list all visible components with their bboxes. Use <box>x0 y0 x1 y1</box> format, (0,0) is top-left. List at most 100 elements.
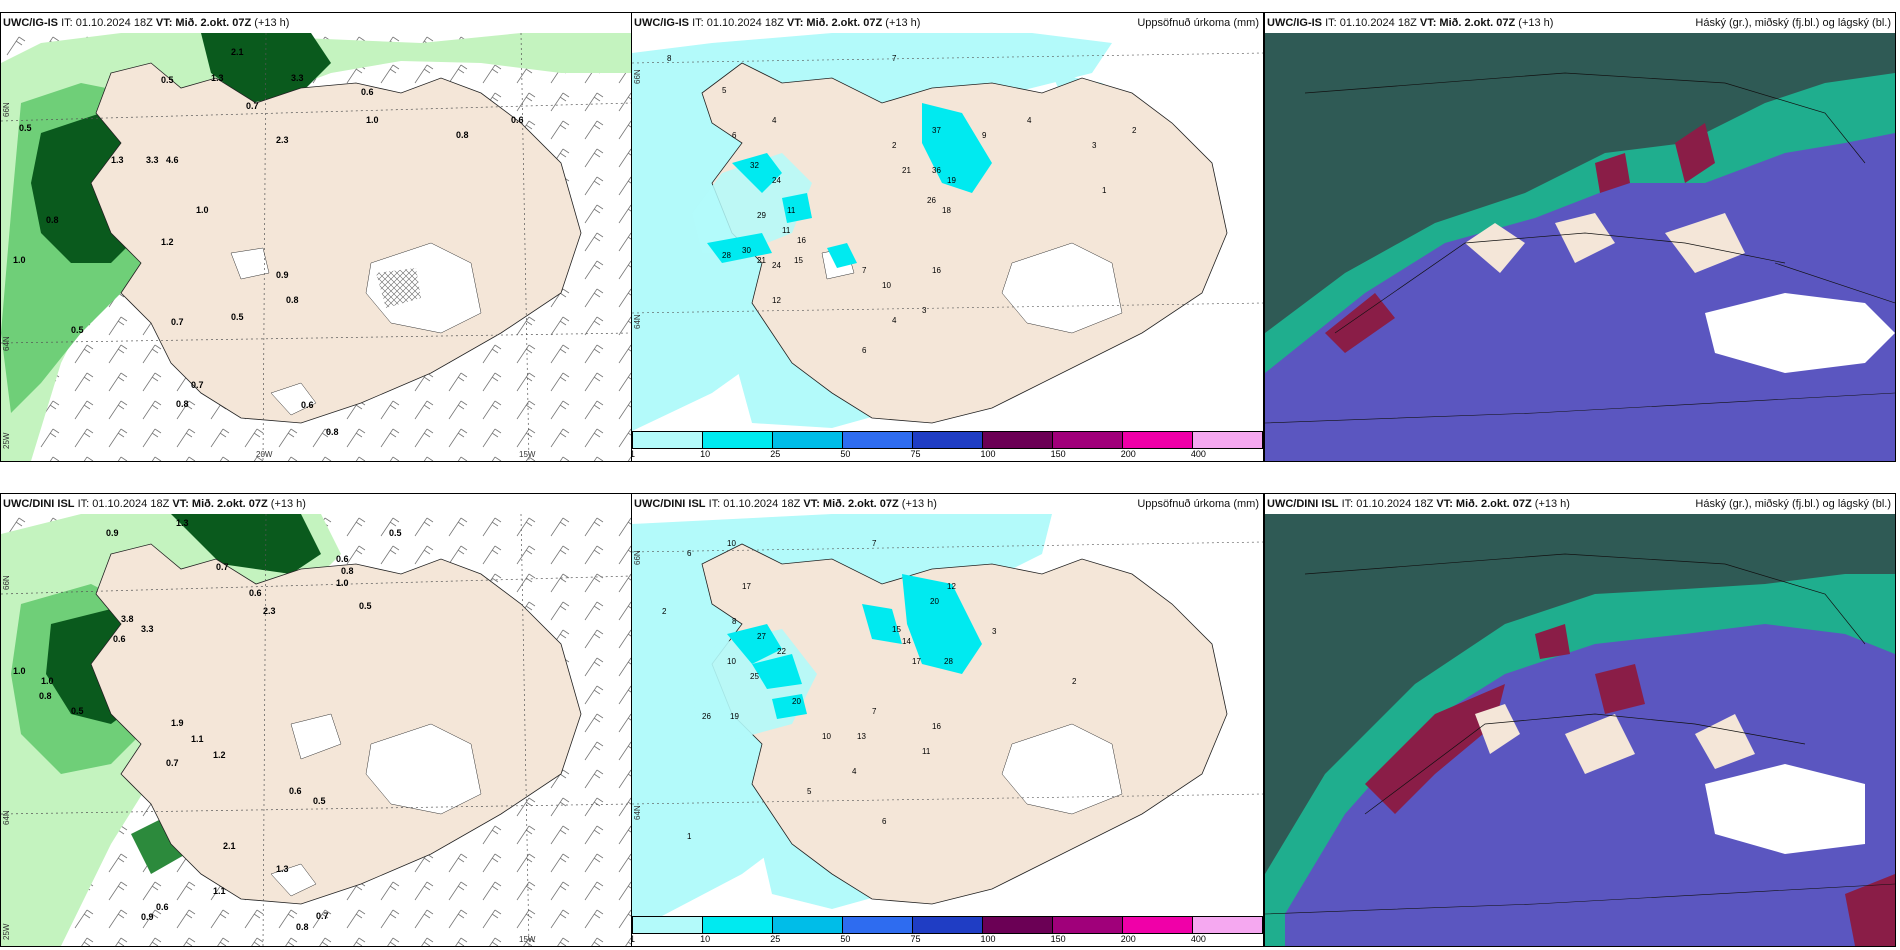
value-label: 1 <box>1102 186 1107 195</box>
value-label: 37 <box>932 126 941 135</box>
value-label: 2 <box>662 607 667 616</box>
value-label: 4 <box>852 767 857 776</box>
value-label: 0.9 <box>141 912 154 922</box>
legend-tick-label: 150 <box>1050 934 1066 944</box>
value-label: 0.7 <box>166 758 179 768</box>
value-label: 0.5 <box>71 706 84 716</box>
value-label: 1.0 <box>336 578 349 588</box>
panel-header: UWC/DINI ISL IT: 01.10.2024 18Z VT: Mið.… <box>1 494 631 514</box>
value-label: 1.0 <box>366 115 379 125</box>
value-label: 2.3 <box>276 135 289 145</box>
value-label: 2 <box>892 141 897 150</box>
value-label: 17 <box>912 657 921 666</box>
value-label: 14 <box>902 637 911 646</box>
legend-color-cell <box>1192 431 1263 449</box>
legend-tick-label: 10 <box>700 934 711 944</box>
value-label: 0.7 <box>316 911 329 921</box>
value-label: 2 <box>1132 126 1137 135</box>
value-label: 3 <box>1092 141 1097 150</box>
lat-label-64: 64N <box>633 805 642 820</box>
value-label: 3 <box>992 627 997 636</box>
value-label: 3.8 <box>121 614 134 624</box>
value-label: 0.9 <box>276 270 289 280</box>
value-label: 12 <box>947 582 956 591</box>
precip-map: 66N 64N 6 10 7 8 2 17 27 22 25 10 20 15 … <box>632 514 1263 916</box>
value-label: 6 <box>882 817 887 826</box>
map-area[interactable]: 66N 64N 8 7 5 4 11 16 6 32 24 29 11 30 2… <box>632 33 1263 431</box>
value-label: 2.1 <box>231 47 244 57</box>
value-label: 2 <box>1072 677 1077 686</box>
value-label: 1.3 <box>176 518 189 528</box>
value-label: 11 <box>922 747 931 756</box>
value-label: 1.2 <box>213 750 226 760</box>
value-label: 20 <box>930 597 939 606</box>
value-label: 28 <box>944 657 953 666</box>
legend-color-cell <box>912 431 982 449</box>
precip-color-legend: 1 10 25 50 75 100 150 200 400 <box>632 916 1263 946</box>
legend-color-cell <box>1052 431 1122 449</box>
field-title: Háský (gr.), miðský (fj.bl.) og lágský (… <box>1695 17 1891 29</box>
map-area[interactable]: 66N 64N 25W 15W 0.9 0.5 1.3 0.7 0.6 0.8 … <box>1 514 631 946</box>
field-title: Uppsöfnuð úrkoma (mm) <box>1137 17 1259 29</box>
value-label: 0.6 <box>361 87 374 97</box>
lat-label-66: 66N <box>2 575 11 590</box>
value-label: 16 <box>932 722 941 731</box>
value-label: 6 <box>862 346 867 355</box>
value-label: 0.8 <box>456 130 469 140</box>
legend-color-cell <box>702 916 772 934</box>
value-label: 1.1 <box>213 886 226 896</box>
map-area[interactable]: 66N 64N 25W 20W 15W 2.1 1.3 3.3 0.5 0.7 … <box>1 33 631 461</box>
value-label: 1.0 <box>196 205 209 215</box>
value-label: 1.1 <box>191 734 204 744</box>
value-label: 28 <box>722 251 731 260</box>
valid-time: VT: Mið. 2.okt. 07Z <box>1436 498 1532 510</box>
value-label: 0.5 <box>389 528 402 538</box>
panel-header: UWC/DINI ISL IT: 01.10.2024 18Z VT: Mið.… <box>632 494 1263 514</box>
value-label: 21 <box>902 166 911 175</box>
value-label: 25 <box>750 672 759 681</box>
value-label: 15 <box>794 256 803 265</box>
value-label: 26 <box>927 196 936 205</box>
panel-bottom-left-wind-precip: UWC/DINI ISL IT: 01.10.2024 18Z VT: Mið.… <box>0 493 632 947</box>
value-label: 0.9 <box>106 528 119 538</box>
legend-color-cell <box>632 431 702 449</box>
wind-precip-map: 66N 64N 25W 20W 15W 2.1 1.3 3.3 0.5 0.7 … <box>1 33 631 461</box>
value-label: 15 <box>892 625 901 634</box>
valid-time: VT: Mið. 2.okt. 07Z <box>786 17 883 29</box>
legend-tick-label: 1 <box>632 934 635 944</box>
value-label: 18 <box>942 206 951 215</box>
value-label: 4 <box>772 116 777 125</box>
lat-label-64: 64N <box>2 336 11 351</box>
init-time: IT: 01.10.2024 18Z <box>1341 498 1434 510</box>
legend-color-cell <box>702 431 772 449</box>
value-label: 0.5 <box>313 796 326 806</box>
legend-color-cell <box>1192 916 1263 934</box>
legend-color-cell <box>912 916 982 934</box>
value-label: 21 <box>757 256 766 265</box>
value-label: 0.8 <box>286 295 299 305</box>
value-label: 27 <box>757 632 766 641</box>
map-area[interactable] <box>1265 514 1895 946</box>
legend-color-cell <box>1122 431 1192 449</box>
cloud-area-blue <box>1265 133 1895 461</box>
legend-tick-label: 400 <box>1190 934 1206 944</box>
lead-time: (+13 h) <box>901 498 937 510</box>
value-label: 19 <box>947 176 956 185</box>
value-label: 8 <box>667 54 672 63</box>
legend-color-cell <box>842 916 912 934</box>
init-time: IT: 01.10.2024 18Z <box>61 17 153 29</box>
value-label: 11 <box>787 206 796 215</box>
map-area[interactable]: 66N 64N 6 10 7 8 2 17 27 22 25 10 20 15 … <box>632 514 1263 916</box>
map-area[interactable] <box>1265 33 1895 461</box>
value-label: 0.7 <box>216 562 229 572</box>
value-label: 5 <box>807 787 812 796</box>
legend-tick-label: 50 <box>840 449 851 459</box>
model-name: UWC/IG-IS <box>1267 17 1322 29</box>
legend-tick-label: 150 <box>1050 449 1066 459</box>
value-label: 3.3 <box>146 155 159 165</box>
iceland-land <box>90 62 582 424</box>
value-label: 0.6 <box>249 588 262 598</box>
legend-tick-label: 75 <box>910 449 921 459</box>
legend-tick-label: 100 <box>980 934 996 944</box>
value-label: 6 <box>687 549 692 558</box>
